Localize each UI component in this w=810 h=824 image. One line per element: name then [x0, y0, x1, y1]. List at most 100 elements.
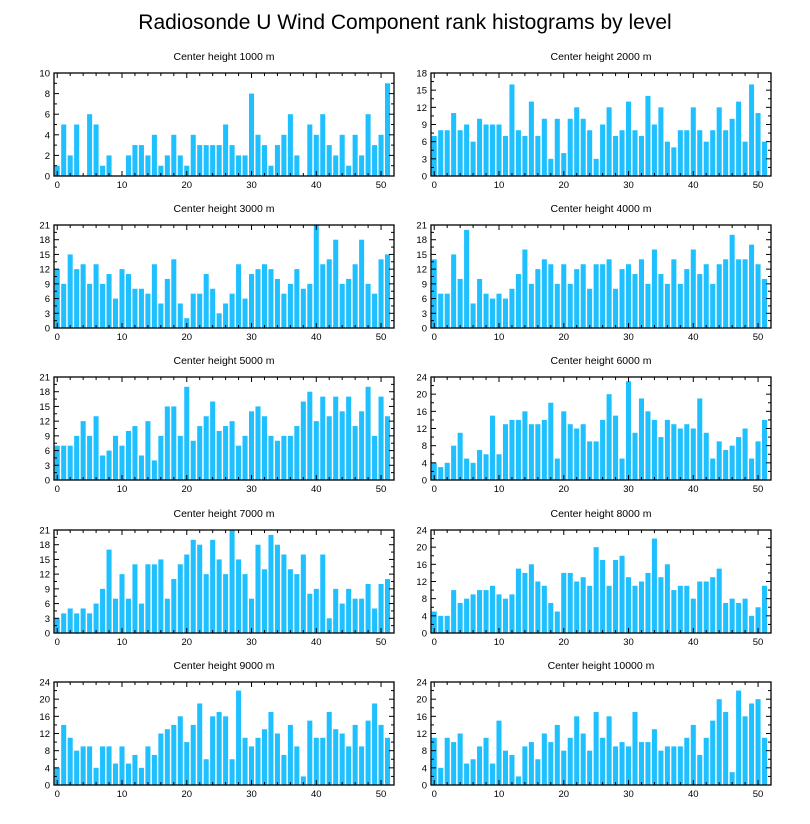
histogram-bar	[210, 401, 216, 480]
histogram-bar	[242, 298, 248, 328]
x-tick-label: 30	[246, 637, 257, 648]
histogram-bar	[626, 264, 632, 328]
histogram-bar	[438, 293, 444, 328]
histogram-bar	[372, 703, 378, 785]
histogram-bar	[671, 590, 677, 633]
histogram-bar	[645, 572, 651, 633]
histogram-bar	[626, 746, 632, 786]
y-tick-label: 4	[45, 130, 50, 141]
panel-title: Center height 3000 m	[174, 203, 275, 215]
histogram-bar	[61, 124, 67, 176]
histogram-bar	[132, 754, 138, 785]
histogram-bar	[346, 165, 352, 176]
histogram-bar	[509, 594, 515, 634]
histogram-bar	[119, 746, 125, 786]
histogram-bar	[281, 435, 287, 480]
histogram-bar	[574, 107, 580, 176]
histogram-bar	[385, 254, 391, 328]
histogram-bar	[313, 588, 319, 633]
histogram-bar	[509, 754, 515, 785]
histogram-bar	[138, 767, 144, 785]
histogram-bar	[600, 419, 606, 480]
histogram-bar	[67, 445, 73, 480]
histogram-bar	[548, 742, 554, 785]
histogram-bar	[651, 538, 657, 633]
histogram-bar	[671, 259, 677, 328]
histogram-bar	[67, 737, 73, 785]
histogram-bar	[320, 554, 326, 633]
histogram-bar	[710, 130, 716, 176]
y-tick-label: 16	[39, 712, 50, 723]
figure-title: Radiosonde U Wind Component rank histogr…	[138, 11, 671, 34]
histogram-bar	[61, 724, 67, 785]
histogram-bar	[74, 435, 80, 480]
histogram-bar	[255, 737, 261, 785]
histogram-bar	[255, 134, 261, 176]
y-tick-label: 12	[39, 265, 50, 276]
histogram-bar	[177, 716, 183, 785]
histogram-bar	[619, 269, 625, 328]
histogram-bar	[567, 424, 573, 480]
histogram-bar	[326, 712, 332, 785]
x-tick-label: 0	[55, 180, 60, 191]
histogram-bar	[158, 435, 164, 480]
histogram-bar	[171, 134, 177, 176]
x-tick-label: 30	[623, 789, 634, 800]
histogram-bar	[333, 729, 339, 785]
histogram-bar	[281, 754, 287, 785]
histogram-bar	[158, 165, 164, 176]
histogram-bar	[697, 130, 703, 176]
y-tick-label: 15	[39, 250, 50, 261]
histogram-bar	[145, 421, 151, 480]
y-tick-label: 20	[39, 695, 50, 706]
histogram-bar	[249, 411, 255, 480]
histogram-bar	[749, 84, 755, 176]
histogram-bar	[339, 411, 345, 480]
histogram-bar	[261, 145, 267, 176]
x-tick-label: 0	[432, 332, 437, 343]
histogram-bar	[580, 577, 586, 633]
histogram-bar	[294, 269, 300, 328]
histogram-bar	[762, 278, 768, 328]
x-tick-label: 20	[558, 180, 569, 191]
y-tick-label: 24	[416, 526, 427, 537]
histogram-bar	[365, 114, 371, 176]
y-tick-label: 0	[422, 476, 427, 487]
histogram-bar	[223, 303, 229, 328]
histogram-bar	[158, 733, 164, 785]
histogram-bar	[483, 124, 489, 176]
y-tick-label: 12	[39, 729, 50, 740]
histogram-bar	[684, 269, 690, 328]
histogram-bar	[496, 124, 502, 176]
histogram-bar	[606, 716, 612, 785]
histogram-bar	[352, 426, 358, 480]
histogram-bar	[274, 733, 280, 785]
histogram-bar	[106, 549, 112, 633]
histogram-bar	[606, 259, 612, 328]
histogram-bar	[703, 737, 709, 785]
histogram-bar	[313, 225, 319, 328]
histogram-bar	[638, 259, 644, 328]
histogram-panel: Center height 8000 m 0 4 8 12 16 20 24 0 10 20 30 40…	[416, 508, 772, 648]
histogram-bar	[54, 165, 60, 176]
histogram-bar	[567, 283, 573, 328]
histogram-bar	[333, 155, 339, 176]
histogram-bar	[80, 264, 86, 328]
histogram-bar	[125, 598, 131, 633]
panel-title: Center height 2000 m	[551, 51, 652, 63]
histogram-bar	[645, 95, 651, 176]
histogram-bar	[93, 264, 99, 328]
histogram-bar	[236, 559, 242, 633]
histogram-bar	[710, 458, 716, 480]
histogram-bar	[300, 401, 306, 480]
histogram-bar	[151, 460, 157, 480]
histogram-bar	[548, 602, 554, 633]
x-tick-label: 40	[311, 180, 322, 191]
x-tick-label: 50	[753, 332, 764, 343]
histogram-bar	[242, 737, 248, 785]
histogram-bar	[74, 750, 80, 785]
x-tick-label: 20	[181, 332, 192, 343]
histogram-bar	[378, 724, 384, 785]
histogram-bar	[736, 690, 742, 785]
